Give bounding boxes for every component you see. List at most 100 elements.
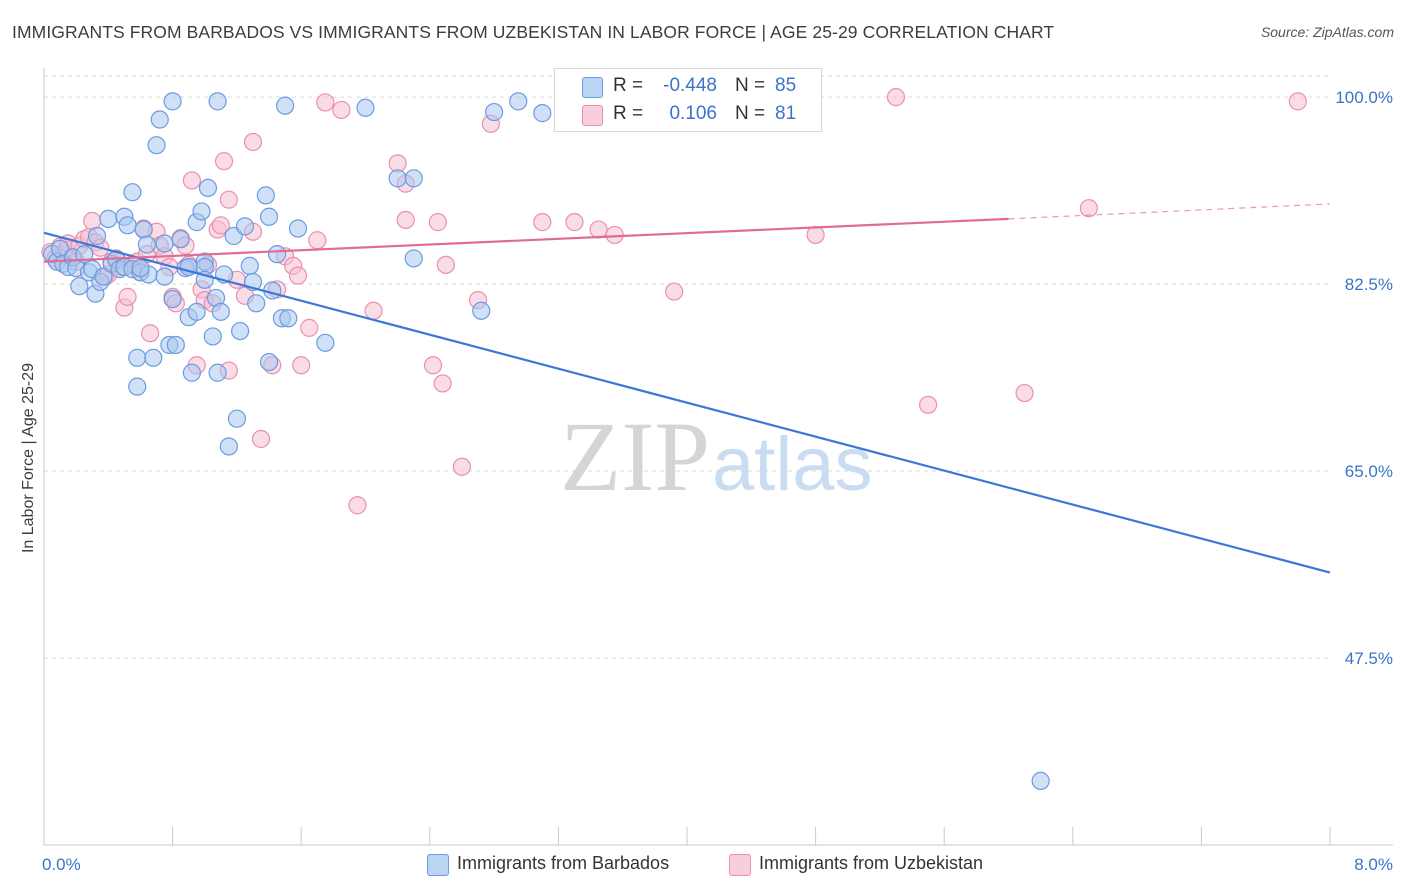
uzbekistan-point: [288, 266, 308, 285]
barbados-point: [231, 321, 250, 341]
barbados-point: [240, 256, 259, 276]
uzbekistan-point: [364, 301, 383, 320]
barbados-point: [247, 294, 266, 313]
barbados-point: [123, 183, 142, 202]
uzbekistan-point: [211, 216, 230, 235]
uzbekistan-point: [140, 324, 160, 343]
legend-row-barbados: R = -0.448 N = 85: [555, 72, 821, 100]
uzbekistan-point: [452, 457, 472, 476]
barbados-point: [128, 348, 147, 367]
uzbekistan-point: [396, 210, 415, 230]
uzbekistan-point: [182, 171, 201, 190]
uzbekistan-point: [292, 356, 311, 375]
uzbekistan-point: [300, 318, 319, 337]
barbados-point: [192, 202, 211, 221]
legend-r-label: R =: [613, 75, 644, 96]
uzbekistan-point: [428, 213, 447, 232]
tick-labels: 47.5% 65.0% 82.5% 100.0% 0.0% 8.0%: [42, 88, 1393, 874]
barbados-point: [388, 169, 407, 188]
barbados-point: [128, 377, 147, 396]
legend-r-value: -0.448: [663, 75, 717, 96]
uzbekistan-point: [214, 152, 234, 171]
y-tick-label: 65.0%: [1345, 462, 1393, 481]
uzbekistan-point: [348, 496, 367, 515]
barbados-point: [187, 302, 206, 321]
legend-swatch-blue: [427, 854, 449, 876]
barbados-point: [155, 267, 174, 286]
y-axis-title: In Labor Force | Age 25-29: [20, 362, 37, 554]
legend-row-uzbekistan: R = 0.106 N = 81: [555, 100, 821, 128]
uzbekistan-point: [436, 255, 455, 274]
legend-n-value: 85: [775, 75, 797, 96]
y-tick-label: 47.5%: [1345, 649, 1393, 668]
axes: [43, 68, 1393, 846]
uzbekistan-point: [665, 282, 684, 301]
barbados-point: [147, 136, 166, 155]
watermark-zip: ZIP: [560, 401, 710, 512]
uzbekistan-point: [433, 374, 452, 393]
barbados-point: [219, 437, 238, 456]
uzbekistan-point: [919, 395, 938, 414]
uzbekistan-point: [565, 213, 584, 232]
uzbekistan-point: [423, 356, 443, 375]
uzbekistan-point: [1288, 92, 1307, 111]
legend-label-barbados: Immigrants from Barbados: [457, 853, 670, 873]
barbados-point: [208, 363, 227, 382]
uzbekistan-point: [316, 93, 335, 112]
barbados-point: [134, 220, 153, 239]
watermark-atlas: atlas: [712, 422, 873, 507]
barbados-point: [259, 352, 279, 372]
legend-n-label: N =: [735, 103, 766, 124]
barbados-point: [155, 234, 174, 253]
barbados-point: [203, 327, 222, 346]
barbados-point: [131, 258, 150, 278]
uzbekistan-trend-extension: [1008, 203, 1331, 220]
barbados-point: [256, 186, 275, 205]
barbados-point: [316, 333, 335, 352]
x-tick-label: 0.0%: [42, 855, 81, 874]
uzbekistan-point: [308, 231, 327, 250]
uzbekistan-trend-line: [43, 217, 1009, 263]
uzbekistan-point: [219, 190, 238, 209]
barbados-point: [118, 216, 137, 235]
x-tick-label: 8.0%: [1354, 855, 1393, 874]
legend-r-label: R =: [613, 103, 644, 124]
barbados-point: [267, 245, 287, 264]
series-legend: Immigrants from Barbados Immigrants from…: [0, 852, 1406, 878]
uzbekistan-point: [251, 429, 271, 449]
barbados-point: [279, 309, 298, 328]
barbados-point: [182, 363, 201, 382]
barbados-point: [533, 104, 552, 123]
barbados-point: [472, 301, 491, 320]
uzbekistan-point: [605, 225, 624, 245]
y-tick-label: 82.5%: [1345, 275, 1393, 294]
uzbekistan-point: [533, 213, 552, 232]
barbados-point: [94, 267, 113, 286]
uzbekistan-point: [332, 100, 351, 120]
uzbekistan-point: [1015, 383, 1034, 403]
barbados-point: [198, 178, 218, 198]
legend-n-label: N =: [735, 75, 766, 96]
legend-n-value: 81: [775, 103, 797, 124]
barbados-point: [163, 289, 182, 309]
barbados-point: [211, 302, 230, 321]
barbados-point: [137, 235, 156, 254]
barbados-point: [171, 230, 190, 249]
legend-swatch-blue: [582, 77, 603, 98]
uzbekistan-point: [806, 225, 825, 245]
chart-title: IMMIGRANTS FROM BARBADOS VS IMMIGRANTS F…: [12, 22, 1055, 42]
barbados-point: [227, 409, 246, 428]
barbados-point: [288, 219, 308, 238]
source-label[interactable]: Source: ZipAtlas.com: [1260, 24, 1394, 40]
barbados-point: [259, 207, 279, 226]
barbados-point: [75, 245, 94, 264]
correlation-legend: R = -0.448 N = 85 R = 0.106 N = 81: [554, 68, 822, 132]
legend-swatch-pink: [729, 854, 751, 876]
barbados-point: [208, 92, 227, 111]
barbados-point: [509, 92, 528, 111]
uzbekistan-point: [243, 132, 263, 152]
uzbekistan-point: [886, 87, 906, 107]
uzbekistan-point: [589, 220, 608, 239]
barbados-point: [235, 217, 255, 236]
